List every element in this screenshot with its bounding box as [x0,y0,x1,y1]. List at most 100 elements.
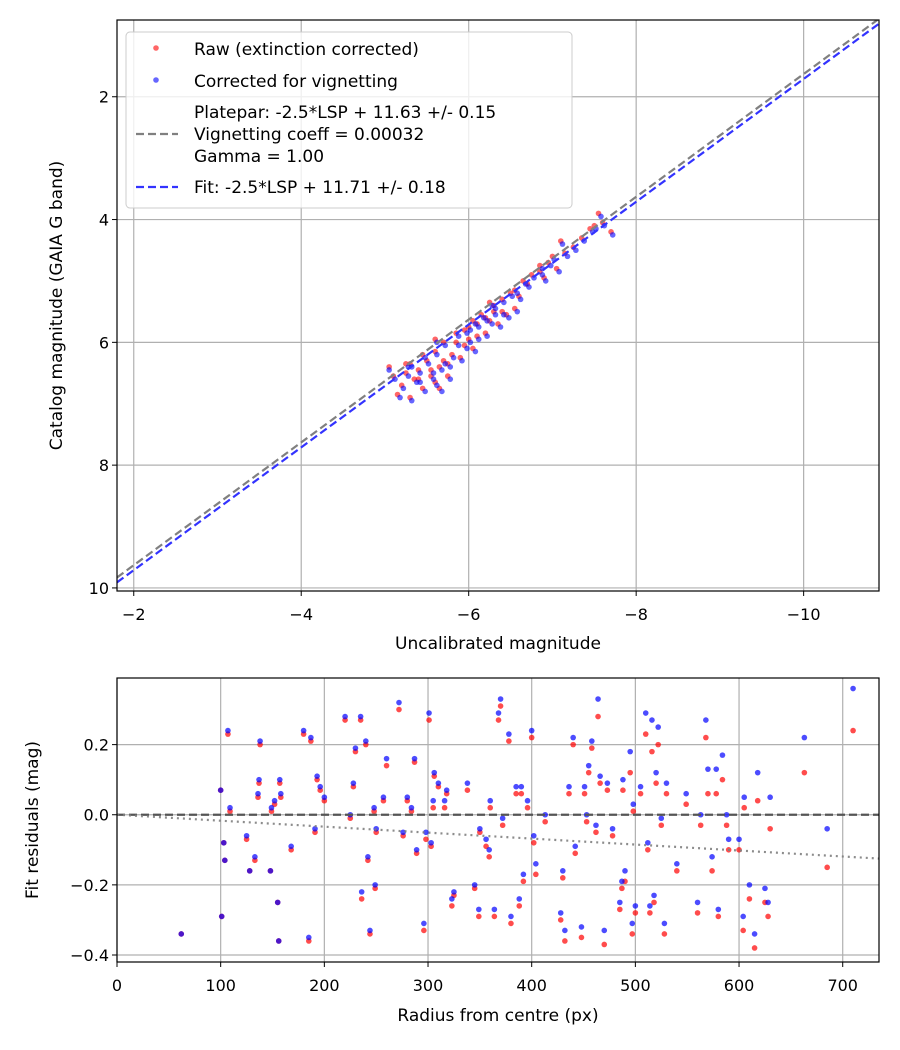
corrected-point [585,762,592,769]
raw-point [619,885,625,892]
corrected-point [352,745,359,751]
corrected-point [431,769,438,776]
corrected-point [358,889,365,895]
corrected-point [422,388,428,395]
raw-point [530,839,537,846]
corrected-point [450,354,457,361]
raw-point [601,941,608,948]
corrected-point [451,889,457,895]
corrected-point [489,321,495,327]
raw-point [709,868,715,874]
corrected-point [492,311,499,318]
corrected-point [557,910,564,916]
raw-point [499,822,506,829]
corrected-point [765,899,771,906]
corrected-point [350,780,357,786]
series-corrected [178,685,856,944]
corrected-point [372,882,378,888]
corrected-point [723,811,730,818]
raw-point [674,868,680,874]
y-axis-label: Fit residuals (mag) [23,741,43,899]
corrected-point [513,783,519,790]
corrected-point [417,370,423,376]
corrected-point [597,773,603,779]
corrected-point [497,696,504,702]
raw-point [694,910,701,916]
corrected-point [655,724,661,730]
corrected-point [256,776,262,783]
raw-point [754,797,761,804]
raw-point [559,875,566,881]
corrected-point [487,797,494,804]
corrected-point [442,342,449,349]
corrected-point [533,861,539,867]
corrected-point [573,247,579,254]
y-tick-label: −0.2 [70,876,109,895]
corrected-point [442,361,449,367]
corrected-point [464,780,471,786]
corrected-point [632,903,639,909]
raw-point [658,822,665,829]
corrected-point [767,794,773,801]
corrected-point [524,797,531,804]
corrected-point [609,232,616,238]
corrected-point [218,913,225,920]
corrected-point [217,787,224,793]
y-tick-label: 4 [99,211,109,230]
raw-point [705,790,711,797]
corrected-point [542,811,548,818]
corrected-point [516,896,523,902]
corrected-point [464,345,470,352]
corrected-point [422,354,428,361]
raw-point [649,748,655,755]
corrected-point [694,899,701,906]
corrected-point [439,388,445,395]
corrected-point [471,882,478,888]
chart-1: −2 −4 −6 −8 −10 2 4 6 8 10 Uncalibrated magnitude C… [47,19,880,654]
x-tick-label: 100 [205,976,236,995]
x-tick-label: 500 [620,976,651,995]
corrected-point [497,324,504,330]
raw-point [645,847,651,853]
corrected-point [267,868,274,874]
legend-raw-marker [153,45,159,51]
corrected-point [570,734,576,741]
raw-point [655,741,661,748]
corrected-point [430,797,437,804]
corrected-point [397,394,403,401]
corrected-point [484,318,490,324]
x-tick-label: −2 [122,605,146,624]
raw-point [850,727,856,734]
corrected-point [530,832,537,839]
raw-point [604,787,611,793]
raw-point [620,787,626,793]
raw-point [430,804,437,811]
vignetting-trend-line [117,813,879,860]
corrected-point [609,825,616,832]
corrected-point [593,822,599,829]
y-axis-label: Catalog magnitude (GAIA G band) [47,161,67,451]
corrected-point [312,825,318,832]
corrected-point [300,727,307,734]
corrected-point [754,769,761,776]
corrected-point [467,339,474,346]
corrected-point [408,397,415,404]
legend: Raw (extinction corrected) Corrected for … [125,31,573,209]
corrected-point [604,780,611,786]
raw-point [595,713,601,720]
corrected-point [595,696,601,702]
raw-point [396,706,402,713]
raw-point [487,804,494,811]
plot-area [117,685,879,951]
raw-point [589,745,595,751]
raw-point [421,927,427,934]
corrected-point [486,847,492,853]
raw-point [765,913,771,920]
corrected-point [642,710,649,716]
x-tick-label: −8 [624,605,648,624]
corrected-point [713,766,720,772]
raw-point [513,790,519,797]
raw-point [630,808,637,815]
corrected-point [411,755,418,762]
raw-point [566,790,572,797]
